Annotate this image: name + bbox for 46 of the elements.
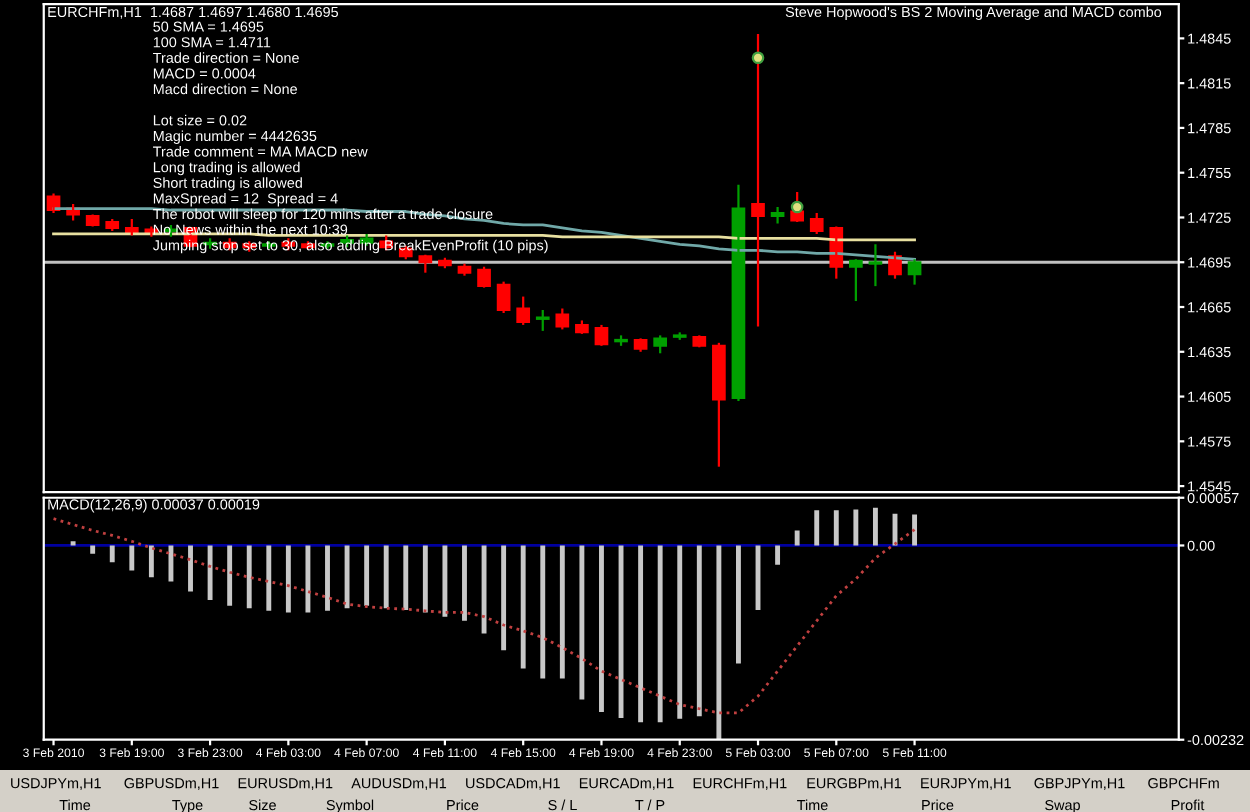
- bar: [912, 514, 918, 546]
- bar: [266, 545, 272, 611]
- bar: [207, 545, 213, 600]
- candlestick: [809, 211, 824, 235]
- candlestick: [653, 334, 668, 355]
- bar: [520, 545, 526, 669]
- bar: [579, 545, 585, 700]
- bar: [696, 545, 702, 717]
- bar: [129, 545, 135, 571]
- bar: [403, 545, 409, 610]
- bar: [638, 545, 644, 723]
- bar: [344, 545, 350, 609]
- candlestick: [535, 308, 550, 332]
- candlestick: [672, 331, 687, 341]
- candlestick: [751, 32, 765, 328]
- bar: [422, 545, 428, 613]
- bar: [872, 507, 878, 546]
- bar: [677, 545, 683, 719]
- bar: [559, 545, 565, 679]
- bar: [383, 545, 389, 609]
- bar: [285, 545, 291, 613]
- bar: [246, 545, 252, 609]
- bar: [657, 545, 663, 723]
- bar: [188, 545, 193, 592]
- candlestick: [849, 258, 863, 303]
- bar: [716, 545, 722, 739]
- bar: [775, 545, 781, 565]
- bar: [442, 545, 448, 617]
- line-series: [52, 517, 916, 715]
- candlestick: [868, 243, 883, 288]
- bar: [794, 530, 800, 546]
- bar: [814, 510, 820, 546]
- bar: [109, 545, 115, 563]
- bar: [540, 545, 546, 679]
- bar: [462, 545, 467, 621]
- bar: [227, 545, 233, 606]
- bar: [599, 545, 604, 713]
- bar: [148, 545, 154, 578]
- bar: [90, 545, 96, 554]
- bar: [325, 545, 330, 611]
- bar: [736, 545, 741, 664]
- bar: [501, 545, 507, 651]
- bar: [833, 510, 839, 546]
- bar: [853, 509, 859, 546]
- bar: [364, 545, 370, 606]
- bar: [305, 545, 311, 613]
